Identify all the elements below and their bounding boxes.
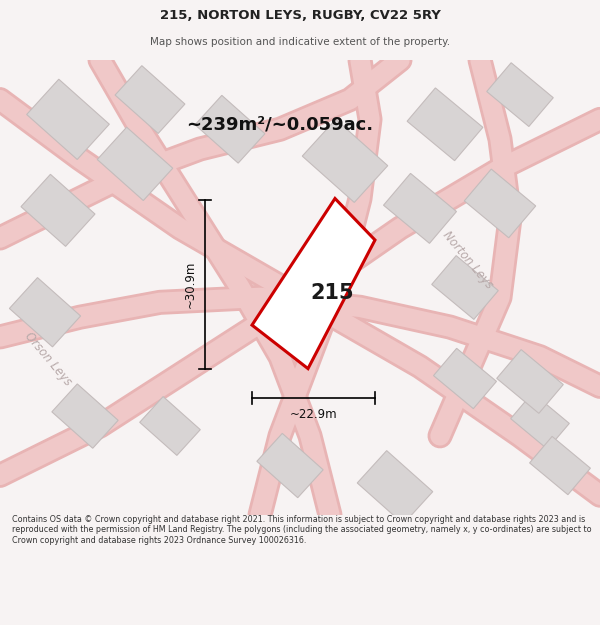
Polygon shape (140, 397, 200, 456)
Polygon shape (302, 119, 388, 202)
Polygon shape (21, 174, 95, 246)
Polygon shape (257, 433, 323, 498)
Text: ~239m²/~0.059ac.: ~239m²/~0.059ac. (187, 115, 374, 133)
Polygon shape (357, 451, 433, 524)
Polygon shape (52, 384, 118, 448)
Polygon shape (530, 436, 590, 495)
Polygon shape (434, 348, 496, 409)
Polygon shape (497, 349, 563, 413)
Text: ~22.9m: ~22.9m (290, 408, 337, 421)
Polygon shape (97, 127, 173, 201)
Polygon shape (407, 88, 483, 161)
Polygon shape (10, 278, 80, 347)
Text: Orson Leys: Orson Leys (22, 329, 74, 388)
Text: ~30.9m: ~30.9m (184, 261, 197, 308)
Text: Map shows position and indicative extent of the property.: Map shows position and indicative extent… (150, 38, 450, 48)
Polygon shape (464, 169, 536, 238)
Text: Contains OS data © Crown copyright and database right 2021. This information is : Contains OS data © Crown copyright and d… (12, 515, 592, 545)
Text: 215, NORTON LEYS, RUGBY, CV22 5RY: 215, NORTON LEYS, RUGBY, CV22 5RY (160, 9, 440, 22)
Polygon shape (383, 173, 457, 243)
Text: 215: 215 (311, 283, 355, 303)
Polygon shape (115, 66, 185, 134)
Polygon shape (26, 79, 109, 159)
Polygon shape (432, 256, 498, 319)
Polygon shape (511, 393, 569, 449)
Polygon shape (487, 62, 553, 126)
Polygon shape (252, 199, 375, 369)
Polygon shape (195, 96, 265, 163)
Text: Norton Leys: Norton Leys (440, 229, 496, 291)
